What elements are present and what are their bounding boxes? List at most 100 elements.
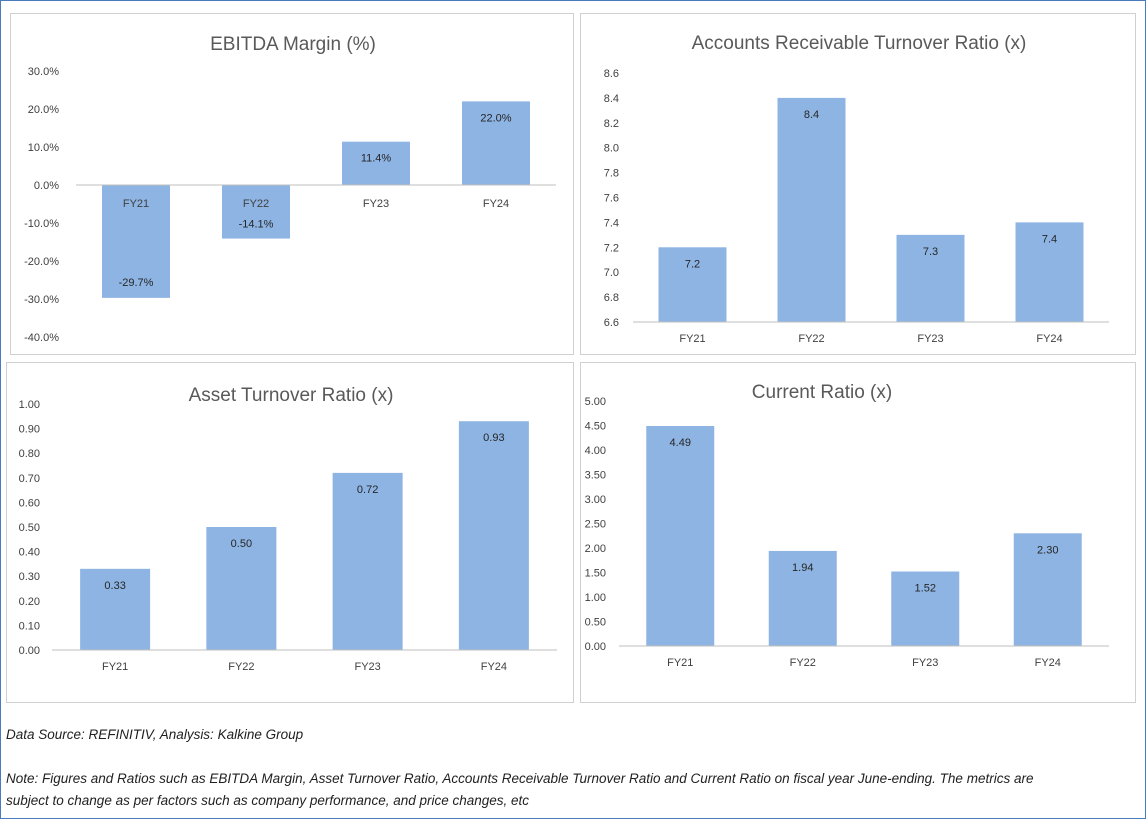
data-label: 0.72: [357, 484, 378, 496]
data-label: 7.4: [1042, 233, 1057, 245]
bar-fy24: [1015, 222, 1084, 322]
y-tick-label: 7.0: [604, 267, 619, 279]
y-tick-label: 0.30: [19, 571, 40, 583]
y-tick-label: 0.40: [19, 547, 40, 559]
bar-fy22: [768, 550, 837, 646]
bar-fy21: [646, 425, 715, 646]
data-label: 22.0%: [480, 112, 511, 124]
category-label: FY21: [102, 661, 128, 673]
data-label: -29.7%: [119, 277, 154, 289]
category-label: FY22: [798, 333, 824, 345]
chart-title: EBITDA Margin (%): [210, 34, 376, 55]
y-tick-label: 0.90: [19, 424, 40, 436]
y-tick-label: 1.00: [585, 592, 606, 604]
y-tick-label: 8.6: [604, 68, 619, 80]
y-tick-label: -20.0%: [24, 256, 59, 268]
y-tick-label: 6.8: [604, 292, 619, 304]
category-label: FY22: [243, 198, 269, 210]
y-tick-label: 0.70: [19, 473, 40, 485]
y-tick-label: 8.0: [604, 143, 619, 155]
y-tick-label: 1.50: [585, 568, 606, 580]
y-tick-label: 4.00: [585, 445, 606, 457]
chart-title: Accounts Receivable Turnover Ratio (x): [692, 33, 1027, 54]
y-tick-label: 0.50: [19, 522, 40, 534]
y-tick-label: 8.4: [604, 93, 619, 105]
y-tick-label: 2.00: [585, 543, 606, 555]
footnote-line-2: subject to change as per factors such as…: [6, 793, 530, 808]
data-label: 0.93: [483, 432, 504, 444]
data-source-note: Data Source: REFINITIV, Analysis: Kalkin…: [6, 727, 304, 742]
y-tick-label: -30.0%: [24, 294, 59, 306]
y-tick-label: 3.50: [585, 470, 606, 482]
y-tick-label: 0.00: [19, 645, 40, 657]
bar-fy21: [102, 185, 170, 298]
chart-title: Current Ratio (x): [752, 382, 892, 403]
bar-fy22: [222, 185, 290, 239]
data-label: -14.1%: [239, 219, 274, 231]
category-label: FY22: [790, 657, 816, 669]
y-tick-label: 3.00: [585, 494, 606, 506]
category-label: FY23: [354, 661, 380, 673]
ar-turnover-chart: Accounts Receivable Turnover Ratio (x) 8.…: [580, 13, 1136, 355]
y-tick-label: 20.0%: [28, 104, 59, 116]
bar-fy24: [1013, 533, 1082, 646]
data-label: 1.52: [915, 583, 936, 595]
bar-fy22: [206, 527, 277, 650]
category-label: FY24: [1036, 333, 1062, 345]
bar-fy24: [462, 101, 530, 185]
asset-turnover-svg: Asset Turnover Ratio (x) 1.00 0.90 0.80 0.70…: [19, 385, 557, 673]
category-label: FY21: [667, 657, 693, 669]
bar-fy23: [896, 234, 965, 322]
ebitda-margin-chart: EBITDA Margin (%) 30.0% 20.0% 10.0% 0.0% -10.…: [10, 13, 574, 355]
bar-fy23: [332, 472, 403, 650]
y-tick-label: 1.00: [19, 399, 40, 411]
data-label: 7.2: [685, 258, 700, 270]
footnote-line-1: Note: Figures and Ratios such as EBITDA …: [6, 771, 1034, 786]
category-label: FY21: [679, 333, 705, 345]
bar-fy23: [891, 571, 960, 646]
y-tick-label: 8.2: [604, 118, 619, 130]
chart-title: Asset Turnover Ratio (x): [189, 385, 394, 406]
data-label: 0.50: [231, 538, 252, 550]
data-label: 0.33: [104, 580, 125, 592]
y-tick-label: 7.6: [604, 193, 619, 205]
y-tick-label: 7.4: [604, 217, 619, 229]
ar-turnover-svg: Accounts Receivable Turnover Ratio (x) 8.…: [604, 33, 1109, 345]
data-label: 11.4%: [361, 153, 392, 165]
y-tick-label: 4.50: [585, 421, 606, 433]
category-label: FY21: [123, 198, 149, 210]
category-label: FY23: [912, 657, 938, 669]
y-tick-label: 5.00: [585, 396, 606, 408]
category-label: FY23: [917, 333, 943, 345]
category-label: FY24: [481, 661, 507, 673]
bar-fy22: [777, 97, 846, 323]
y-tick-label: 6.6: [604, 317, 619, 329]
y-tick-label: 0.10: [19, 620, 40, 632]
category-label: FY24: [483, 198, 509, 210]
data-label: 7.3: [923, 246, 938, 258]
y-tick-label: 0.0%: [34, 180, 59, 192]
data-label: 2.30: [1037, 544, 1058, 556]
y-tick-label: 7.2: [604, 242, 619, 254]
asset-turnover-chart: Asset Turnover Ratio (x) 1.00 0.90 0.80 0.70…: [6, 362, 574, 703]
y-tick-label: 7.8: [604, 168, 619, 180]
category-label: FY23: [363, 198, 389, 210]
y-tick-label: 0.50: [585, 617, 606, 629]
bar-fy24: [458, 421, 529, 650]
data-label: 8.4: [804, 109, 819, 121]
ebitda-margin-svg: EBITDA Margin (%) 30.0% 20.0% 10.0% 0.0% -10.…: [24, 34, 556, 344]
data-label: 1.94: [792, 562, 813, 574]
y-tick-label: 2.50: [585, 519, 606, 531]
y-tick-label: 0.00: [585, 641, 606, 653]
category-label: FY24: [1035, 657, 1061, 669]
y-tick-label: 0.20: [19, 596, 40, 608]
bar-fy21: [80, 568, 151, 650]
category-label: FY22: [228, 661, 254, 673]
y-tick-label: 10.0%: [28, 142, 59, 154]
y-tick-label: -10.0%: [24, 218, 59, 230]
current-ratio-svg: Current Ratio (x) 5.00 4.50 4.00 3.50 3.00 2.5…: [585, 382, 1109, 669]
y-tick-label: -40.0%: [24, 332, 59, 344]
data-label: 4.49: [670, 437, 691, 449]
y-tick-label: 30.0%: [28, 66, 59, 78]
current-ratio-chart: Current Ratio (x) 5.00 4.50 4.00 3.50 3.00 2.5…: [580, 362, 1136, 703]
